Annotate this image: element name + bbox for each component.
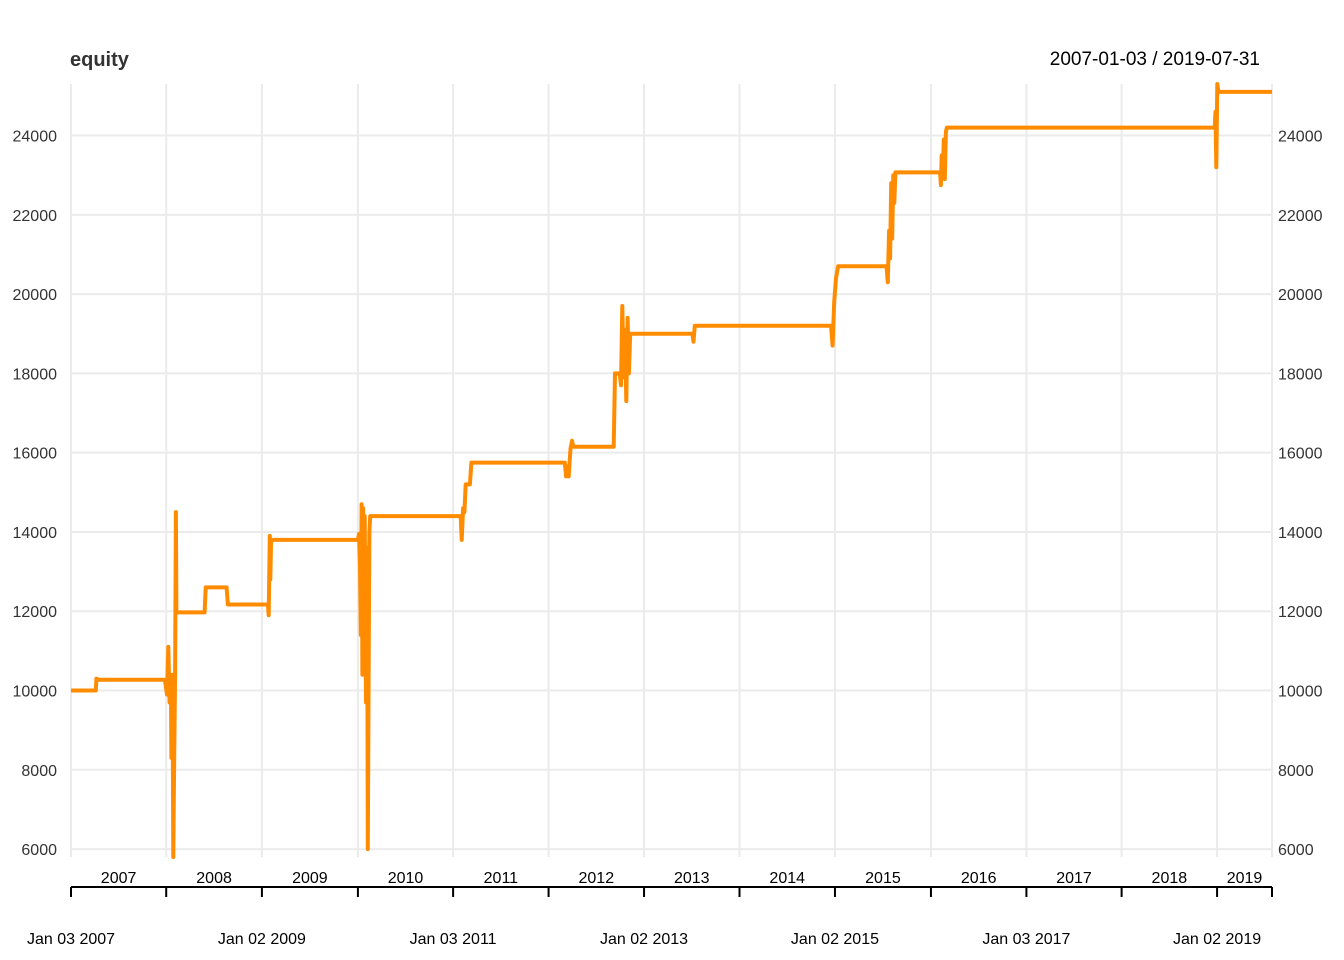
year-label: 2017 <box>1056 870 1092 887</box>
year-labels: 2007 2008 2009 2010 2011 2012 2013 2014 2015 2016… <box>101 870 1263 887</box>
y-tick-label-right: 10000 <box>1278 684 1323 701</box>
year-label: 2016 <box>961 870 997 887</box>
series-layer <box>71 82 1272 859</box>
y-tick-label-right: 14000 <box>1278 525 1323 542</box>
y-tick-label-left: 18000 <box>13 366 58 383</box>
year-label: 2015 <box>865 870 901 887</box>
date-label: Jan 02 2015 <box>791 931 879 948</box>
date-label: Jan 03 2007 <box>27 931 115 948</box>
y-tick-label-right: 18000 <box>1278 366 1323 383</box>
year-label: 2019 <box>1227 870 1263 887</box>
year-label: 2018 <box>1152 870 1188 887</box>
date-range-label: 2007-01-03 / 2019-07-31 <box>1050 49 1260 70</box>
year-label: 2010 <box>388 870 424 887</box>
y-tick-label-left: 12000 <box>13 604 58 621</box>
y-tick-label-right: 6000 <box>1278 842 1314 859</box>
equity-series-line <box>71 82 1272 859</box>
y-tick-label-right: 22000 <box>1278 208 1323 225</box>
y-tick-label-right: 20000 <box>1278 287 1323 304</box>
date-label: Jan 02 2019 <box>1173 931 1261 948</box>
y-tick-label-left: 20000 <box>13 287 58 304</box>
vertical-gridlines <box>70 84 1273 857</box>
y-tick-label-left: 22000 <box>13 208 58 225</box>
year-label: 2009 <box>292 870 328 887</box>
y-tick-label-left: 6000 <box>21 842 57 859</box>
date-label: Jan 02 2013 <box>600 931 688 948</box>
date-label: Jan 03 2017 <box>982 931 1070 948</box>
y-tick-label-left: 24000 <box>13 129 58 146</box>
chart-title: equity <box>70 49 130 71</box>
year-label: 2013 <box>674 870 710 887</box>
y-tick-label-left: 8000 <box>21 763 57 780</box>
y-tick-label-right: 8000 <box>1278 763 1314 780</box>
y-axis-right: 6000 8000 10000 12000 14000 16000 18000 20000 22… <box>1278 129 1323 860</box>
year-label: 2011 <box>484 870 519 887</box>
y-tick-label-right: 24000 <box>1278 129 1323 146</box>
x-axis <box>70 886 1273 897</box>
year-label: 2012 <box>579 870 615 887</box>
year-label: 2007 <box>101 870 137 887</box>
year-label: 2014 <box>769 870 805 887</box>
y-tick-label-right: 12000 <box>1278 604 1323 621</box>
y-tick-label-left: 14000 <box>13 525 58 542</box>
y-tick-label-right: 16000 <box>1278 446 1323 463</box>
date-labels: Jan 03 2007 Jan 02 2009 Jan 03 2011 Jan 02 … <box>27 931 1261 948</box>
date-label: Jan 03 2011 <box>410 931 497 948</box>
year-label: 2008 <box>196 870 232 887</box>
date-label: Jan 02 2009 <box>218 931 306 948</box>
y-tick-label-left: 10000 <box>13 684 58 701</box>
horizontal-gridlines <box>71 134 1272 851</box>
y-axis-left: 6000 8000 10000 12000 14000 16000 18000 20000 22… <box>13 129 58 860</box>
y-tick-label-left: 16000 <box>13 446 58 463</box>
